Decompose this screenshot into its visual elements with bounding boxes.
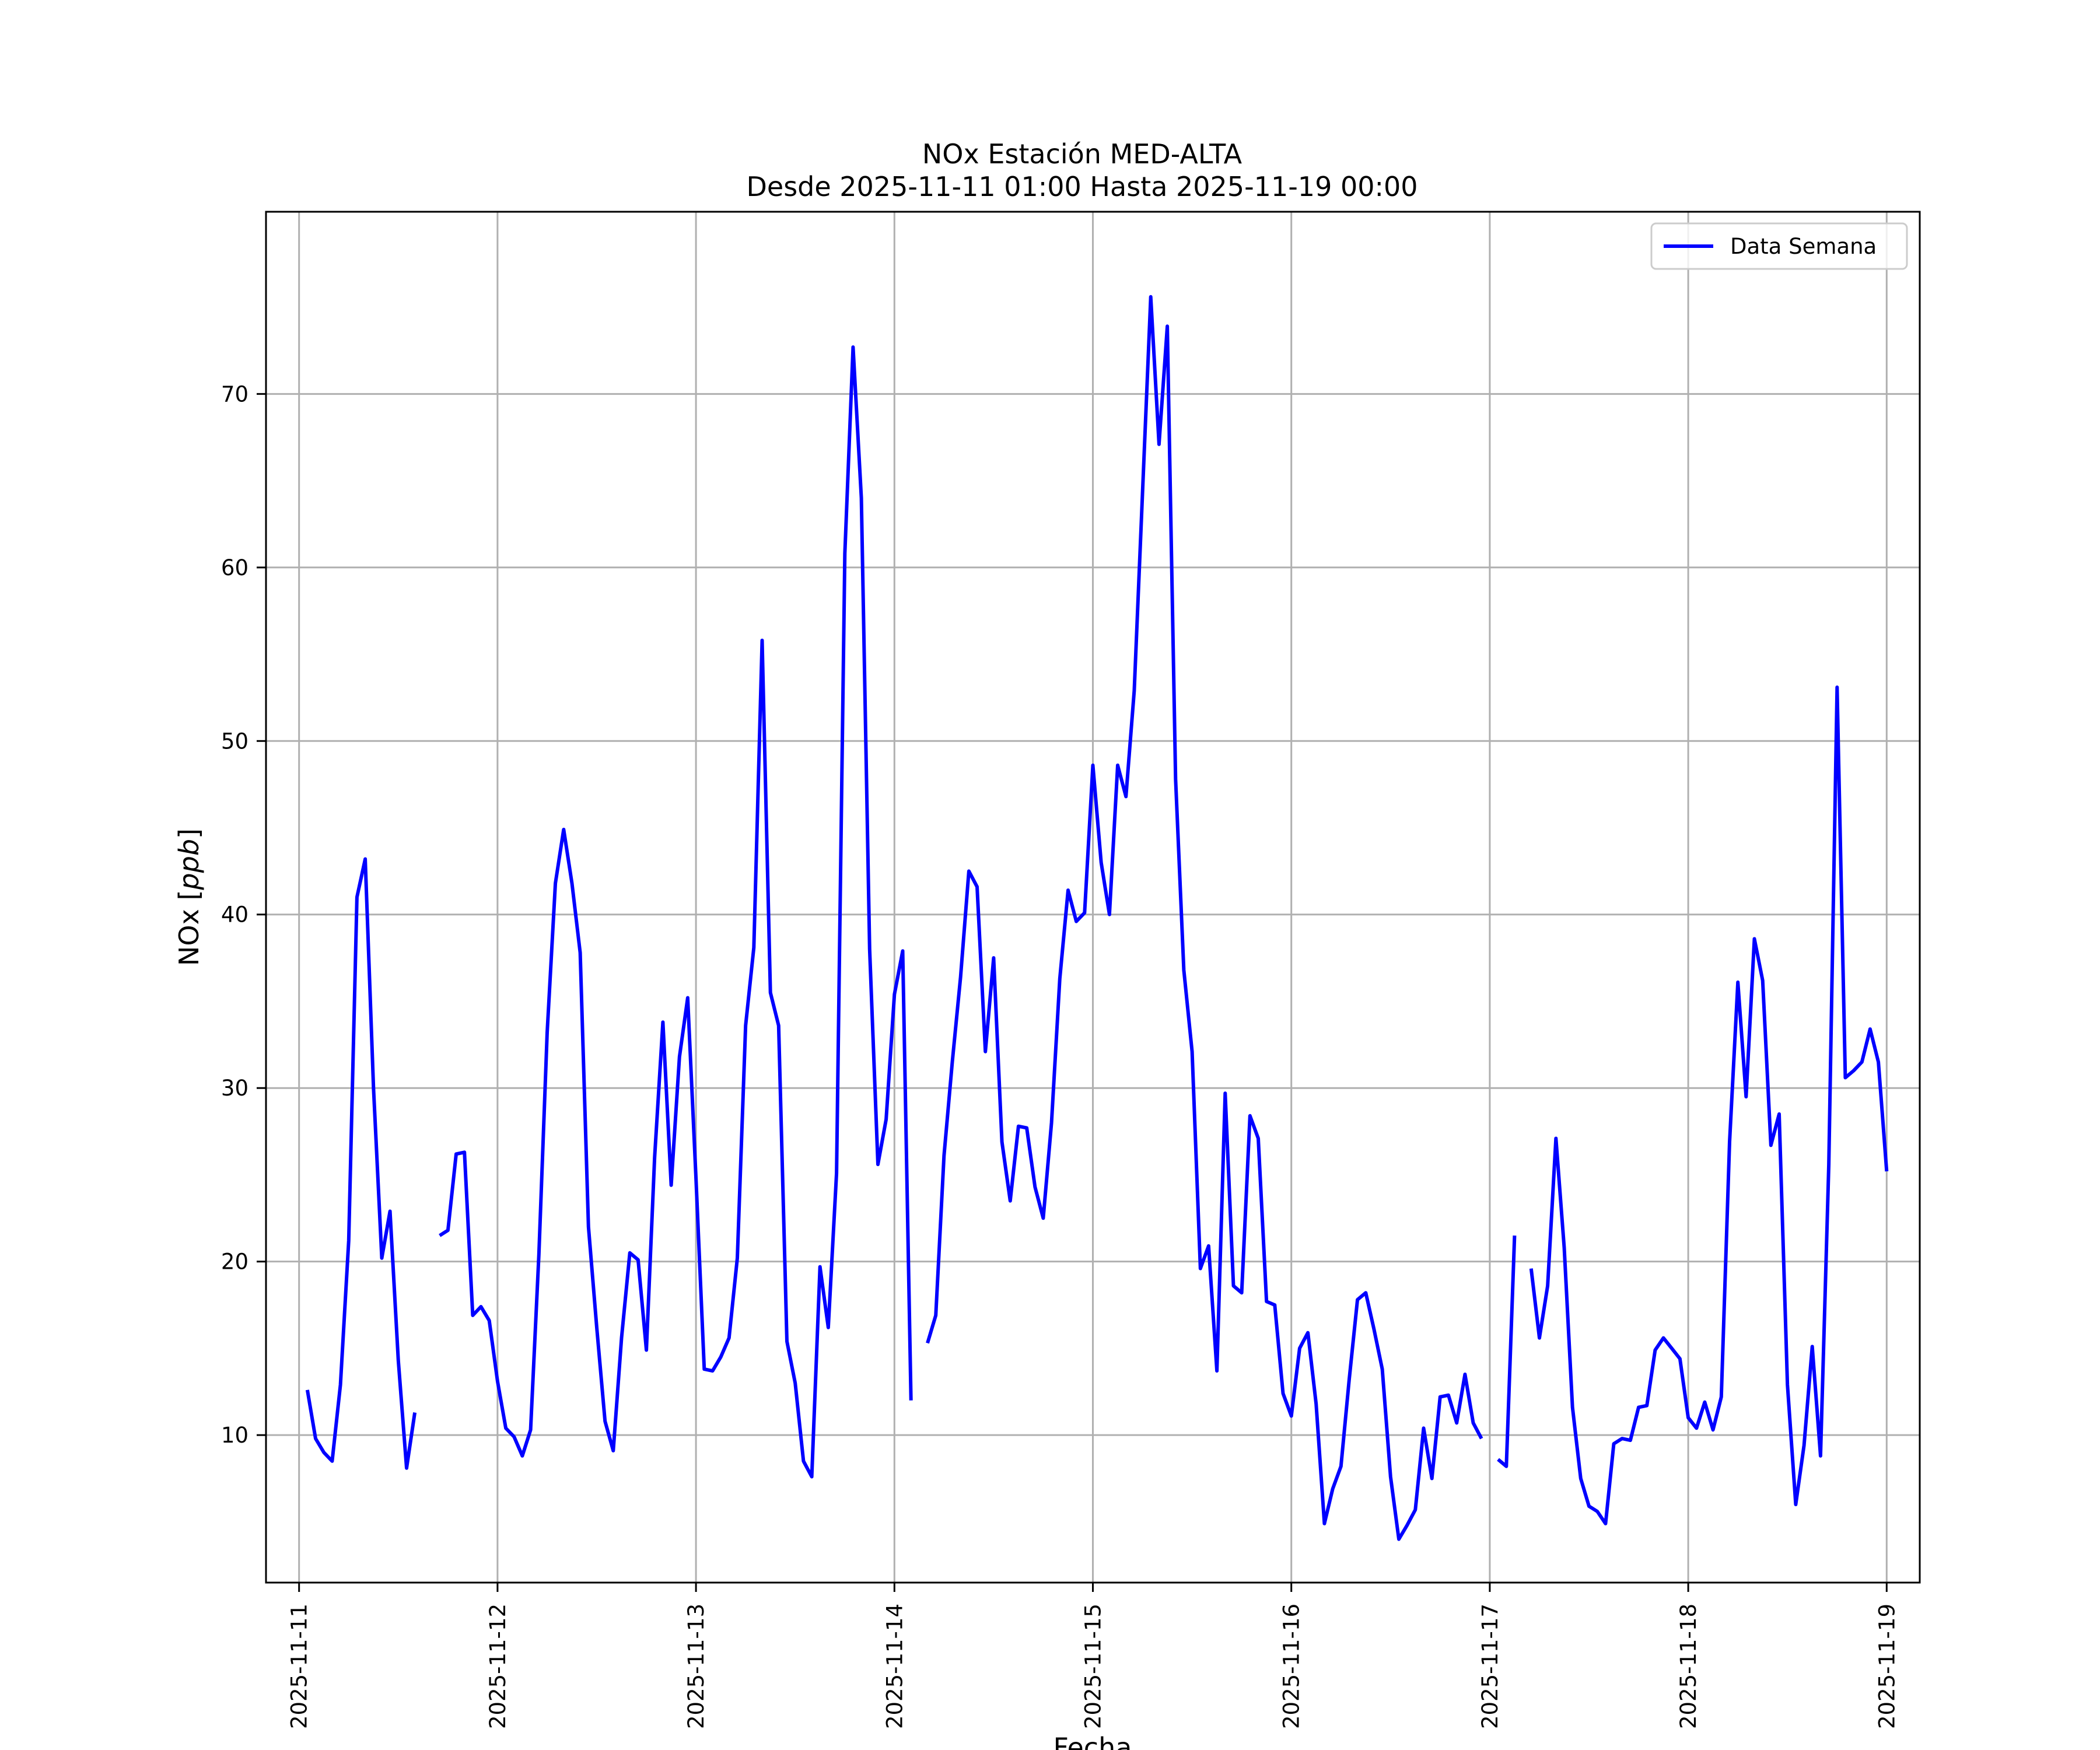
x-tick-label: 2025-11-13: [684, 1604, 709, 1729]
x-tick-label: 2025-11-15: [1081, 1604, 1106, 1729]
x-axis-label: Fecha: [1054, 1732, 1132, 1750]
x-tick-label: 2025-11-16: [1279, 1604, 1304, 1729]
y-tick-label: 40: [221, 902, 249, 928]
x-axis-ticks: 2025-11-11 2025-11-12 2025-11-13 2025-11-14…: [287, 1583, 1899, 1729]
y-tick-label: 70: [221, 382, 249, 407]
y-tick-label: 20: [221, 1250, 249, 1275]
grid: [266, 212, 1920, 1583]
y-tick-label: 10: [221, 1423, 249, 1448]
y-tick-label: 30: [221, 1076, 249, 1101]
x-tick-label: 2025-11-11: [287, 1604, 312, 1729]
legend-box: [1650, 222, 1908, 270]
y-axis-label-suffix: ]: [173, 828, 205, 839]
x-tick-label: 2025-11-14: [882, 1604, 907, 1729]
series-line-segment: [439, 345, 913, 1479]
y-tick-label: 60: [221, 555, 249, 580]
y-axis-ticks: 10 20 30 40 50 60 70: [221, 382, 266, 1448]
series-line-segment: [305, 857, 417, 1470]
x-tick-label: 2025-11-17: [1478, 1604, 1503, 1729]
chart-title: NOx Estación MED-ALTA: [922, 138, 1242, 170]
legend: Data Semana: [1650, 222, 1908, 270]
series-layer: [305, 295, 1889, 1541]
series-line-segment: [1529, 685, 1889, 1525]
y-tick-label: 50: [221, 729, 249, 754]
y-axis-label: NOx [ppb]: [173, 828, 205, 966]
series-line-segment: [926, 295, 1483, 1541]
chart-subtitle: Desde 2025-11-11 01:00 Hasta 2025-11-19 …: [746, 171, 1418, 202]
legend-label: Data Semana: [1730, 234, 1877, 259]
y-axis-label-unit: ppb: [173, 839, 205, 891]
series-line-segment: [1497, 1235, 1517, 1468]
y-axis-label-prefix: NOx [: [173, 890, 205, 966]
x-tick-label: 2025-11-18: [1676, 1604, 1701, 1729]
x-tick-label: 2025-11-19: [1874, 1604, 1899, 1729]
x-tick-label: 2025-11-12: [485, 1604, 510, 1729]
